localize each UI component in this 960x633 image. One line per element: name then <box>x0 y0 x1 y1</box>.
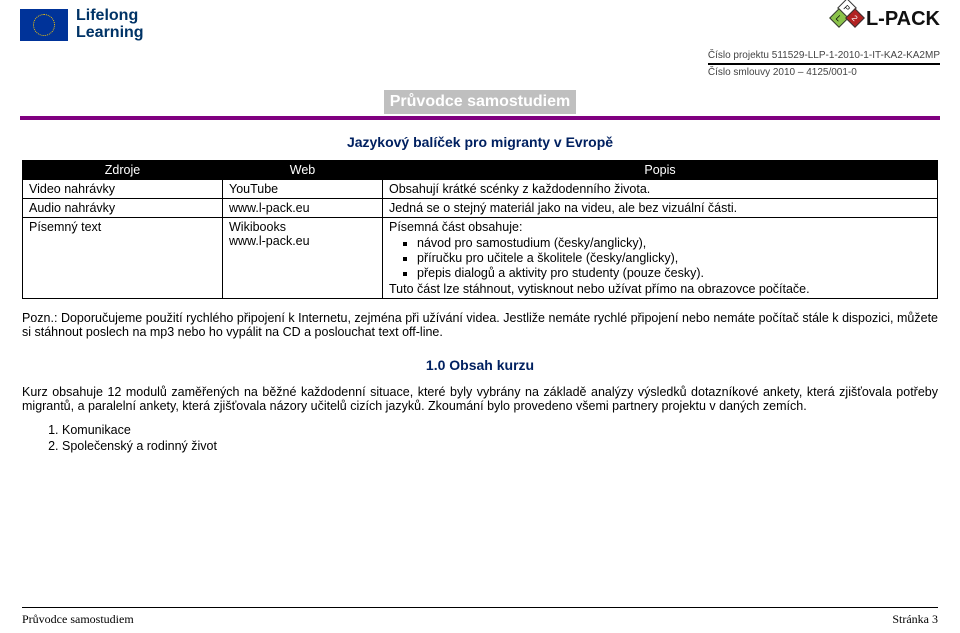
cell-source: Video nahrávky <box>23 180 223 199</box>
desc-intro: Písemná část obsahuje: <box>389 220 522 234</box>
cell-source: Písemný text <box>23 218 223 299</box>
bullet-item: příručku pro učitele a školitele (česky/… <box>417 251 931 265</box>
cell-web: www.l-pack.eu <box>223 199 383 218</box>
sources-table: Zdroje Web Popis Video nahrávky YouTube … <box>22 160 938 299</box>
section-heading: 1.0 Obsah kurzu <box>22 357 938 373</box>
cell-web-line1: Wikibooks <box>229 220 286 234</box>
desc-after: Tuto část lze stáhnout, vytisknout nebo … <box>389 282 810 296</box>
cell-web: Wikibooks www.l-pack.eu <box>223 218 383 299</box>
lifelong-line1: Lifelong <box>76 8 144 25</box>
cell-desc: Jedná se o stejný materiál jako na videu… <box>383 199 938 218</box>
col-header-popis: Popis <box>383 161 938 180</box>
module-list: Komunikace Společenský a rodinný život <box>62 423 938 453</box>
table-header-row: Zdroje Web Popis <box>23 161 938 180</box>
lpack-logo: P L 2 L-PACK <box>832 4 940 34</box>
table-row: Písemný text Wikibooks www.l-pack.eu Pís… <box>23 218 938 299</box>
list-item: Komunikace <box>62 423 938 437</box>
cell-web-line2: www.l-pack.eu <box>229 234 310 248</box>
table-row: Video nahrávky YouTube Obsahují krátké s… <box>23 180 938 199</box>
footer-left: Průvodce samostudiem <box>22 612 134 627</box>
footer-right: Stránka 3 <box>892 612 938 627</box>
col-header-zdroje: Zdroje <box>23 161 223 180</box>
desc-bullets: návod pro samostudium (česky/anglicky), … <box>417 236 931 280</box>
bullet-item: přepis dialogů a aktivity pro studenty (… <box>417 266 931 280</box>
lpack-text: L-PACK <box>866 8 940 31</box>
project-info: Číslo projektu 511529-LLP-1-2010-1-IT-KA… <box>708 50 940 78</box>
cell-source: Audio nahrávky <box>23 199 223 218</box>
section-paragraph: Kurz obsahuje 12 modulů zaměřených na bě… <box>22 385 938 413</box>
cell-web: YouTube <box>223 180 383 199</box>
note-paragraph: Pozn.: Doporučujeme použití rychlého při… <box>22 311 938 339</box>
title-rule <box>20 116 940 120</box>
page-footer: Průvodce samostudiem Stránka 3 <box>22 607 938 627</box>
project-number: Číslo projektu 511529-LLP-1-2010-1-IT-KA… <box>708 50 940 61</box>
cell-desc: Písemná část obsahuje: návod pro samostu… <box>383 218 938 299</box>
col-header-web: Web <box>223 161 383 180</box>
lifelong-learning-text: Lifelong Learning <box>76 8 144 42</box>
eu-flag-icon <box>20 9 68 41</box>
list-item: Společenský a rodinný život <box>62 439 938 453</box>
lpack-cube-icon: P L 2 <box>832 4 862 34</box>
contract-number: Číslo smlouvy 2010 – 4125/001-0 <box>708 63 940 78</box>
page-title: Průvodce samostudiem <box>384 90 577 114</box>
lifelong-learning-logo: Lifelong Learning <box>20 8 144 42</box>
cell-desc: Obsahují krátké scénky z každodenního ži… <box>383 180 938 199</box>
table-row: Audio nahrávky www.l-pack.eu Jedná se o … <box>23 199 938 218</box>
lifelong-line2: Learning <box>76 25 144 42</box>
page-subtitle: Jazykový balíček pro migranty v Evropě <box>0 134 960 150</box>
bullet-item: návod pro samostudium (česky/anglicky), <box>417 236 931 250</box>
